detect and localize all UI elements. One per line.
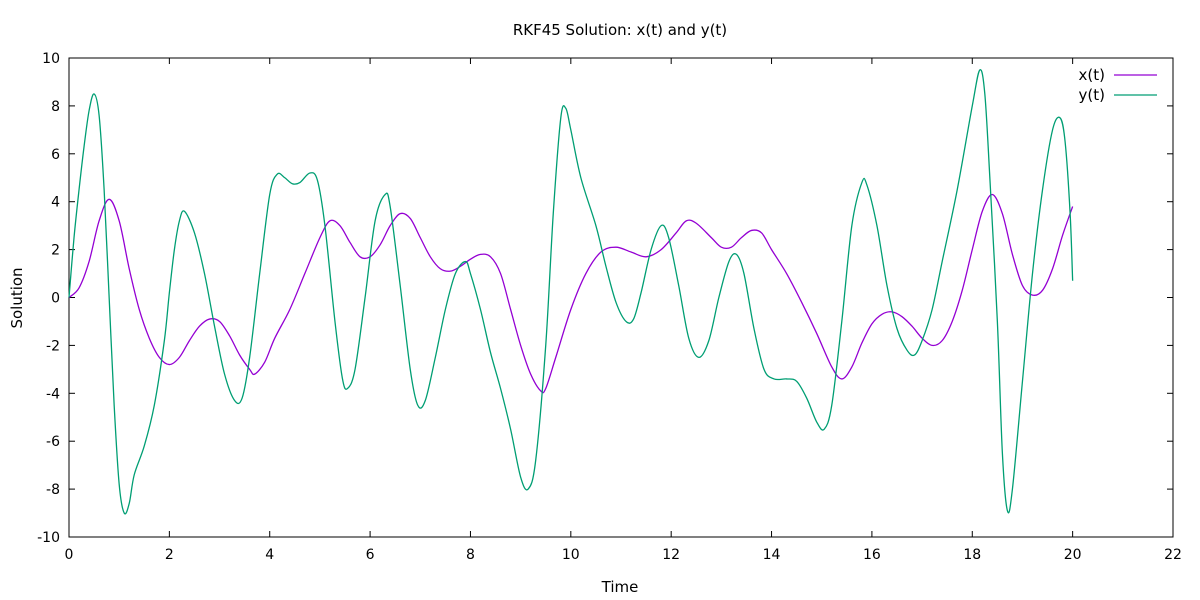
series-line-x	[68, 193, 1074, 394]
legend: x(t) y(t)	[1079, 66, 1157, 104]
x-tick-label: 2	[165, 547, 174, 563]
x-tick-label: 4	[265, 547, 274, 563]
y-tick-label: 2	[51, 243, 60, 259]
series-line-y	[68, 69, 1074, 515]
y-tick-label: -6	[46, 434, 60, 450]
y-tick-label: 4	[51, 195, 60, 211]
x-tick-label: 6	[366, 547, 375, 563]
plot-frame	[68, 57, 1174, 538]
x-tick-label: 10	[562, 547, 580, 563]
y-axis-title: Solution	[8, 267, 26, 328]
y-tick-label: -8	[46, 482, 60, 498]
legend-label-y: y(t)	[1079, 86, 1105, 104]
x-tick-label: 16	[863, 547, 881, 563]
x-tick-label: 20	[1064, 547, 1082, 563]
y-tick-label: 10	[42, 51, 60, 67]
y-axis-ticks: -10 -8 -6 -4 -2 0 2 4 6 8 10	[37, 51, 1173, 546]
x-tick-label: 18	[963, 547, 981, 563]
y-tick-label: 8	[51, 99, 60, 115]
x-tick-label: 22	[1164, 547, 1182, 563]
y-tick-label: -4	[46, 386, 60, 402]
legend-label-x: x(t)	[1079, 66, 1105, 84]
y-tick-label: 6	[51, 147, 60, 163]
x-axis-ticks: 0 2 4 6 8 10 12 14 16 18 20 22	[65, 58, 1182, 563]
y-tick-label: 0	[51, 291, 60, 307]
x-tick-label: 14	[763, 547, 781, 563]
x-tick-label: 8	[466, 547, 475, 563]
y-tick-label: -10	[37, 530, 60, 546]
x-tick-label: 12	[662, 547, 680, 563]
chart-title: RKF45 Solution: x(t) and y(t)	[513, 21, 727, 39]
series-layer	[68, 69, 1074, 515]
x-axis-title: Time	[601, 578, 639, 596]
y-tick-label: -2	[46, 338, 60, 354]
x-tick-label: 0	[65, 547, 74, 563]
